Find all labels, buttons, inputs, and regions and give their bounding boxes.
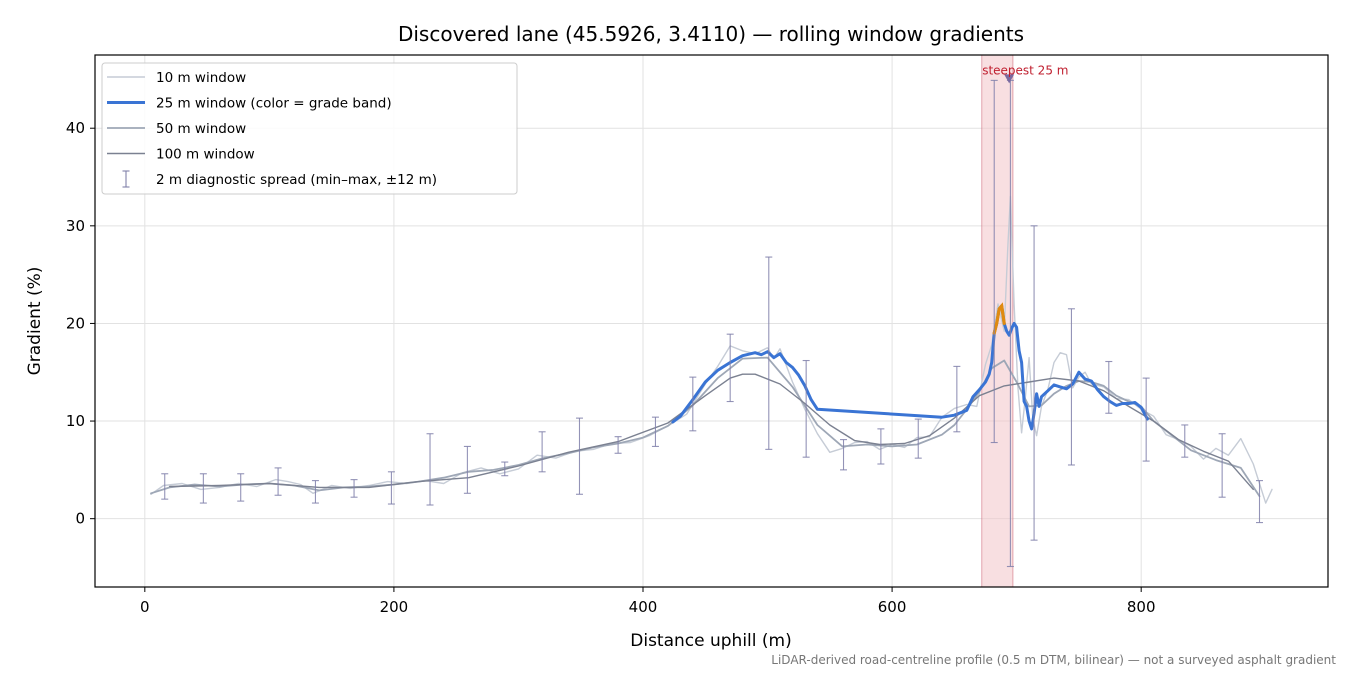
- error-bar: [840, 439, 848, 471]
- error-bar: [914, 418, 922, 459]
- error-bar: [538, 431, 546, 473]
- axis-ticks: 0 200 400 600 800 0 10 20 30 40: [66, 119, 1156, 616]
- series-line-4: [168, 373, 1255, 491]
- legend-label: 100 m window: [156, 147, 255, 163]
- legend-entry: 10 m window: [107, 70, 246, 86]
- y-tick-label: 40: [66, 119, 85, 137]
- error-bar: [877, 428, 885, 465]
- y-tick-label: 10: [66, 412, 85, 430]
- chart-title: Discovered lane (45.5926, 3.4110) — roll…: [398, 22, 1024, 46]
- legend-entry: 2 m diagnostic spread (min–max, ±12 m): [122, 170, 437, 188]
- y-tick-label: 20: [66, 314, 85, 332]
- error-bar: [765, 256, 773, 450]
- axes-frame: [94, 54, 1329, 588]
- footnote: LiDAR-derived road-centreline profile (0…: [771, 653, 1336, 667]
- error-bar: [1181, 424, 1189, 458]
- error-bar: [501, 461, 509, 477]
- legend-label: 2 m diagnostic spread (min–max, ±12 m): [156, 172, 437, 188]
- error-bar: [350, 479, 358, 498]
- error-bar: [614, 436, 622, 454]
- series-line-3: [150, 356, 1261, 498]
- x-tick-label: 400: [629, 598, 658, 616]
- error-bar: [199, 473, 207, 504]
- series-peak-segment: [992, 302, 1006, 335]
- steepest-marker: [1004, 74, 1015, 84]
- x-axis-label: Distance uphill (m): [630, 631, 791, 651]
- error-bar: [463, 445, 471, 494]
- grid-lines: [95, 55, 1328, 587]
- steepest-label: steepest 25 m: [982, 63, 1068, 77]
- legend-entry: 100 m window: [107, 147, 255, 163]
- error-bar: [1105, 360, 1113, 414]
- x-tick-label: 800: [1127, 598, 1156, 616]
- error-bar: [274, 467, 282, 496]
- series-layer: [150, 195, 1273, 504]
- error-bars: [161, 79, 1263, 568]
- x-tick-label: 200: [380, 598, 409, 616]
- x-tick-label: 0: [140, 598, 150, 616]
- error-bar: [802, 359, 810, 458]
- error-bar: [1067, 308, 1075, 466]
- plot-frame: [94, 54, 1329, 588]
- error-bar: [311, 480, 319, 504]
- error-bar: [426, 433, 434, 506]
- series-line-2: [671, 304, 1149, 431]
- error-bar: [1256, 480, 1263, 524]
- error-bar: [1142, 377, 1150, 462]
- error-bar: [726, 333, 734, 403]
- error-bar: [990, 79, 998, 444]
- legend-label: 50 m window: [156, 121, 246, 137]
- error-bar: [689, 376, 697, 432]
- error-bar: [161, 473, 169, 500]
- x-tick-label: 600: [878, 598, 907, 616]
- y-tick-label: 0: [75, 510, 85, 528]
- legend-label: 10 m window: [156, 70, 246, 86]
- error-bar: [1030, 225, 1038, 541]
- error-bar: [651, 416, 659, 447]
- y-axis-label: Gradient (%): [25, 267, 45, 376]
- error-bar: [1218, 433, 1226, 498]
- y-tick-label: 30: [66, 217, 85, 235]
- error-bar: [575, 417, 583, 495]
- legend-entry: 25 m window (color = grade band): [107, 96, 392, 112]
- legend-box: [101, 62, 518, 195]
- error-bar: [237, 473, 245, 502]
- error-bar: [387, 471, 395, 505]
- annotation-layer: steepest 25 m: [982, 63, 1068, 84]
- legend-entry: 50 m window: [107, 121, 246, 137]
- error-bar: [953, 365, 961, 433]
- legend-label: 25 m window (color = grade band): [156, 96, 392, 112]
- legend: 10 m window 25 m window (color = grade ba…: [101, 62, 518, 195]
